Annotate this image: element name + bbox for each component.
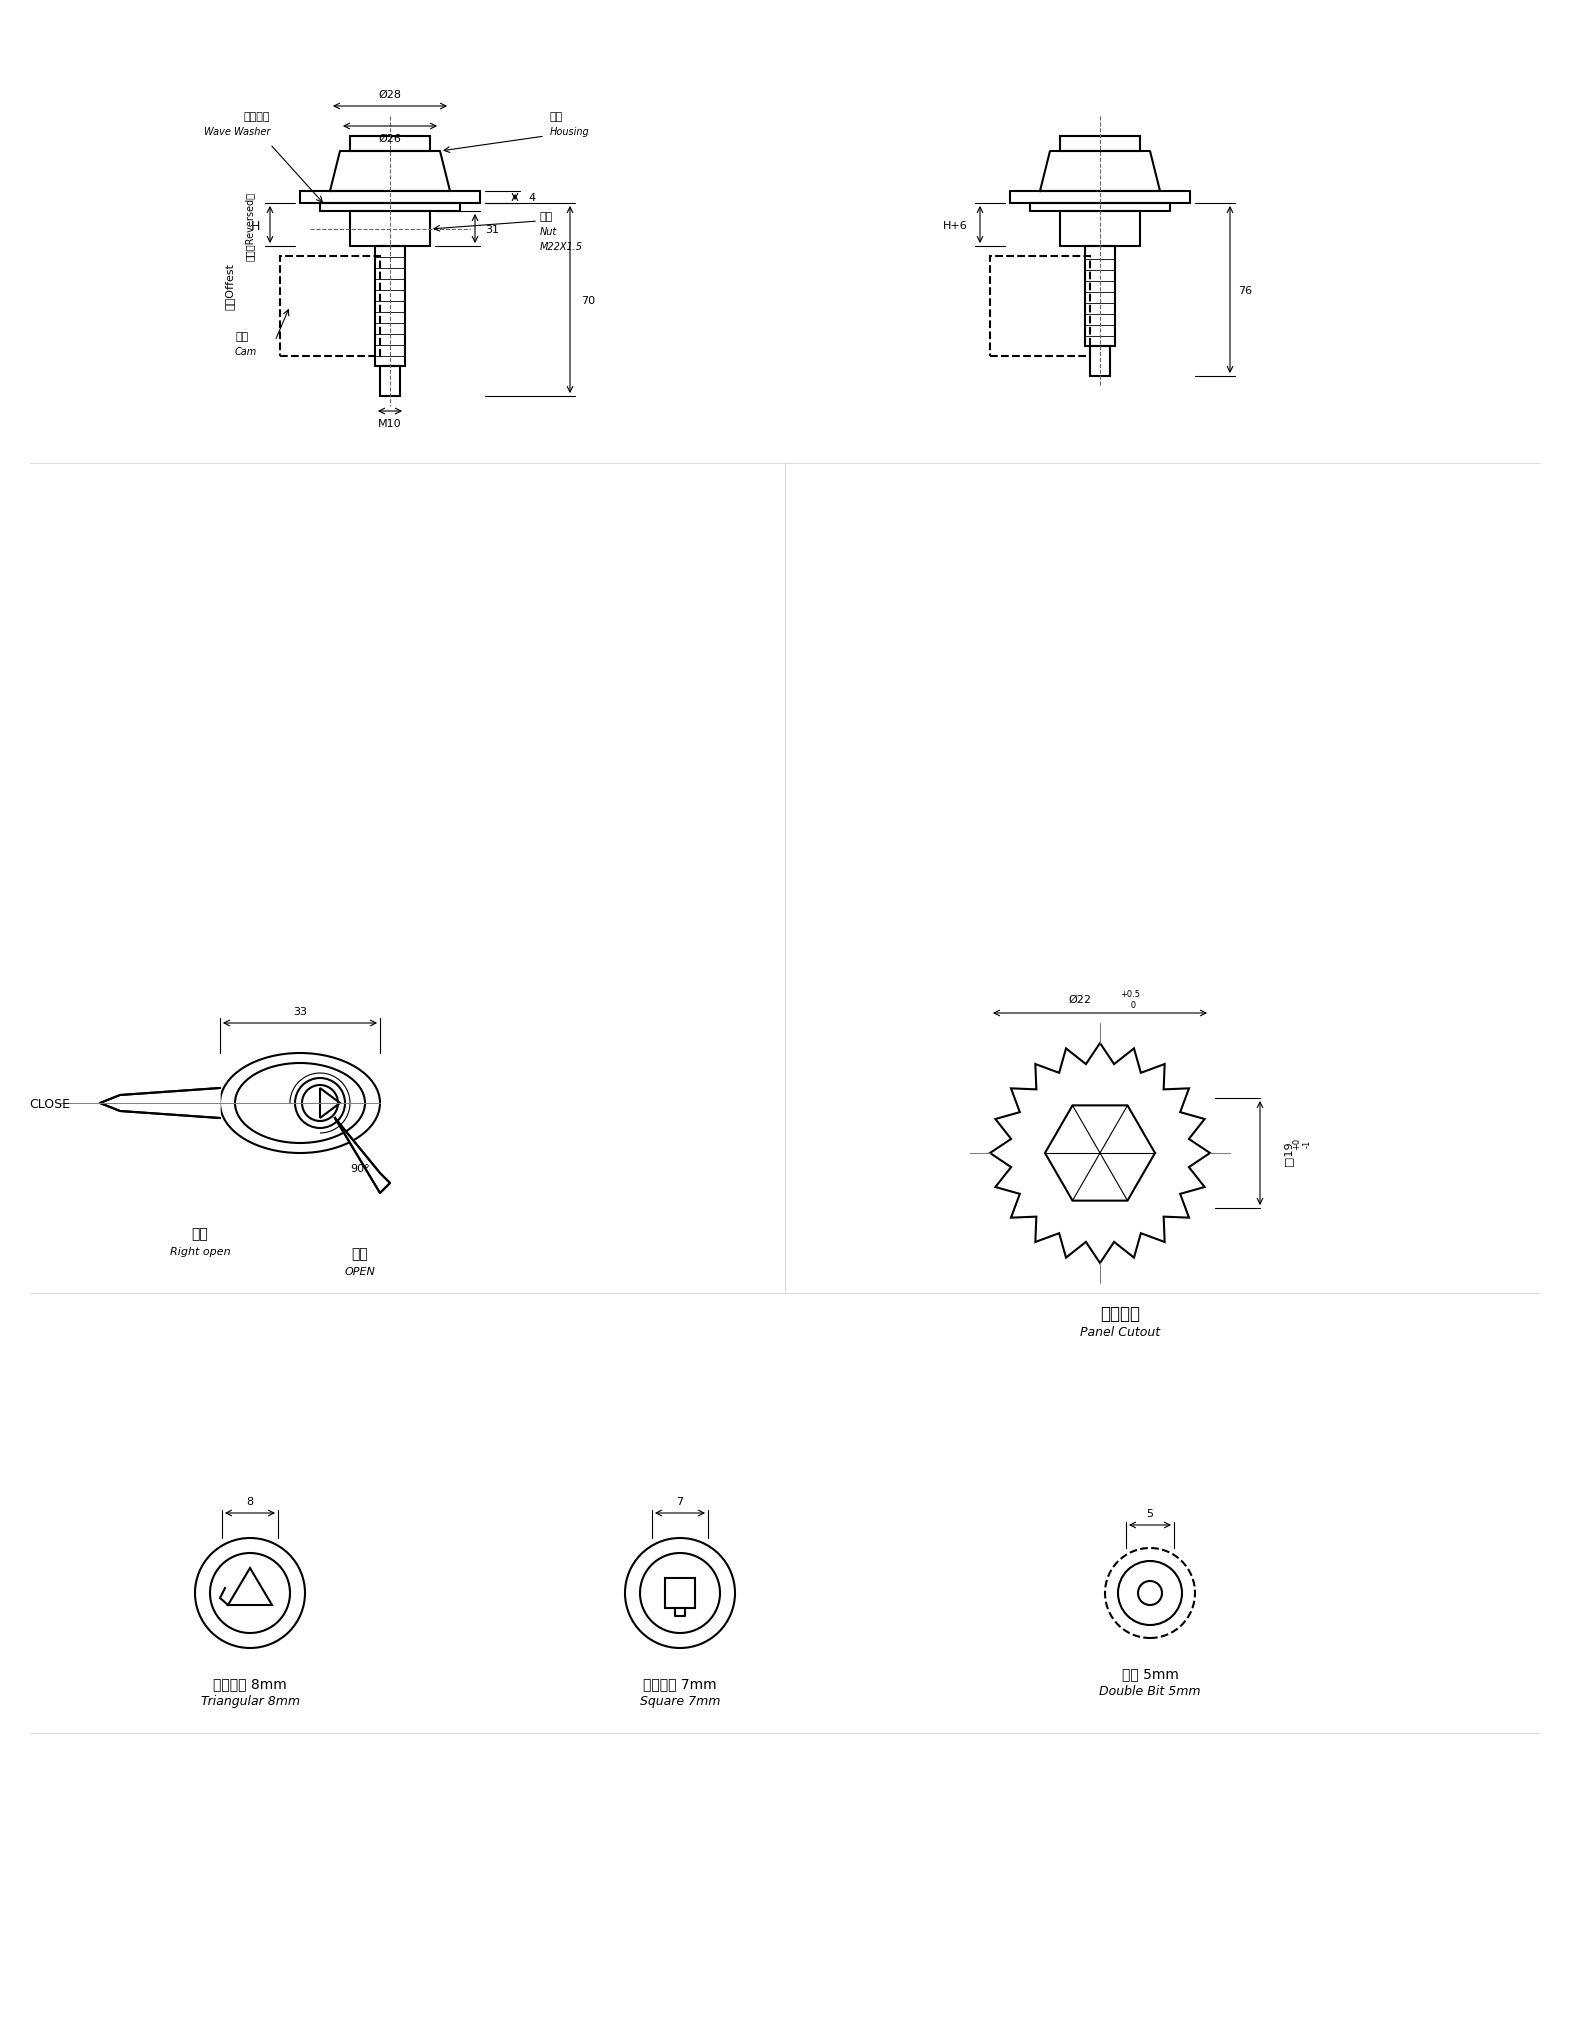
Text: 带齿垫片: 带齿垫片 — [244, 111, 270, 121]
Text: 打开: 打开 — [352, 1246, 368, 1260]
Text: 螺母: 螺母 — [540, 212, 553, 223]
Bar — [1031, 204, 1170, 212]
Text: □19: □19 — [1284, 1141, 1293, 1165]
Text: Ø22: Ø22 — [1068, 995, 1092, 1005]
Text: Housing: Housing — [550, 127, 589, 138]
Text: 90°: 90° — [350, 1163, 369, 1173]
Text: 76: 76 — [1238, 285, 1252, 295]
Bar — [1090, 346, 1111, 376]
Polygon shape — [101, 1088, 220, 1119]
Text: M22X1.5: M22X1.5 — [540, 243, 583, 253]
Text: 四方锁芯 7mm: 四方锁芯 7mm — [643, 1677, 716, 1689]
Bar — [350, 138, 430, 152]
Text: Panel Cutout: Panel Cutout — [1079, 1325, 1159, 1337]
Text: 双翅 5mm: 双翅 5mm — [1122, 1667, 1178, 1681]
Text: 右开: 右开 — [192, 1226, 209, 1240]
Text: Double Bit 5mm: Double Bit 5mm — [1100, 1685, 1200, 1697]
Text: 8: 8 — [247, 1497, 253, 1507]
Text: 锁壳: 锁壳 — [550, 111, 564, 121]
Text: H+6: H+6 — [943, 221, 968, 231]
Text: 70: 70 — [581, 295, 595, 305]
Text: 7: 7 — [677, 1497, 683, 1507]
Text: 5: 5 — [1147, 1509, 1153, 1517]
Text: 正向（Reversed）: 正向（Reversed） — [245, 192, 255, 261]
Text: Square 7mm: Square 7mm — [639, 1695, 720, 1707]
Text: Ø26: Ø26 — [379, 134, 402, 144]
Bar — [1060, 138, 1141, 152]
Text: 锁舌: 锁舌 — [236, 332, 248, 342]
Bar — [990, 257, 1090, 356]
Bar — [300, 192, 481, 204]
Text: +0
-1: +0 -1 — [1293, 1137, 1312, 1149]
Bar — [375, 247, 405, 366]
Bar — [280, 257, 380, 356]
Text: CLOSE: CLOSE — [28, 1096, 71, 1111]
Bar — [1086, 247, 1115, 346]
Text: 31: 31 — [485, 225, 500, 235]
Text: M10: M10 — [379, 419, 402, 429]
Text: 反向Offest: 反向Offest — [225, 263, 236, 310]
Text: 4: 4 — [528, 192, 536, 202]
Polygon shape — [335, 1119, 390, 1194]
Text: 开孔尺寸: 开孔尺寸 — [1100, 1305, 1141, 1323]
Text: 33: 33 — [294, 1007, 306, 1016]
Bar — [380, 366, 401, 397]
Text: OPEN: OPEN — [344, 1266, 375, 1277]
Text: H: H — [251, 218, 259, 233]
Bar — [1010, 192, 1189, 204]
Bar — [1060, 212, 1141, 247]
Text: Cam: Cam — [236, 346, 258, 356]
Bar — [350, 212, 430, 247]
Text: Ø28: Ø28 — [379, 89, 402, 99]
Bar — [665, 1578, 694, 1608]
Bar — [320, 204, 460, 212]
Text: Wave Washer: Wave Washer — [204, 127, 270, 138]
Text: Right open: Right open — [170, 1246, 231, 1256]
Text: 三角锁芯 8mm: 三角锁芯 8mm — [214, 1677, 287, 1689]
Text: Nut: Nut — [540, 227, 558, 237]
Text: +0.5
   0: +0.5 0 — [1120, 989, 1141, 1009]
Text: Triangular 8mm: Triangular 8mm — [201, 1695, 300, 1707]
